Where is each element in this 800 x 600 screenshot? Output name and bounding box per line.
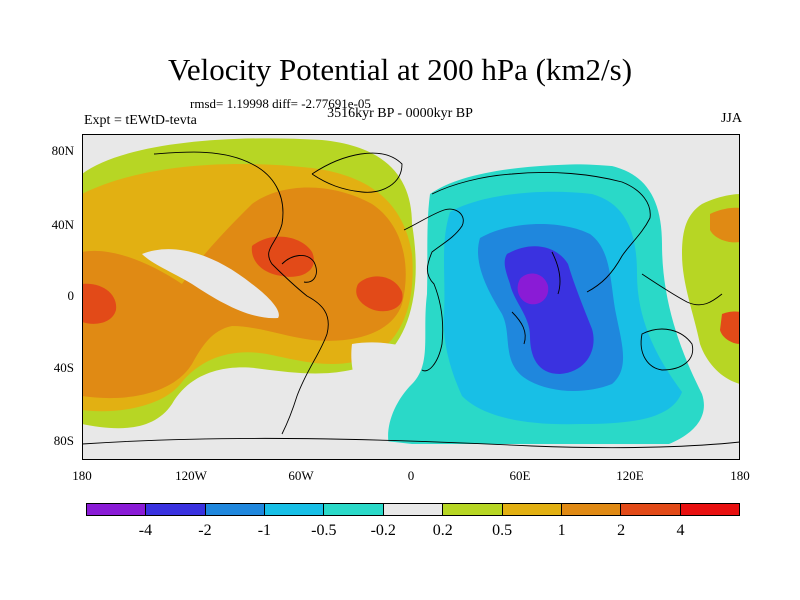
x-tick-label: 120E (616, 468, 644, 483)
color-bar-label: 4 (676, 522, 685, 539)
color-bar-swatch (383, 504, 444, 515)
neutral-arctic (412, 134, 740, 182)
positive-core-pacific (82, 283, 117, 324)
y-tick-label: 80N (51, 143, 74, 158)
color-bar-swatch (146, 504, 206, 515)
color-bar-swatch (502, 504, 562, 515)
color-bar-swatch (265, 504, 325, 515)
experiment-label: Expt = tEWtD-tevta (84, 113, 197, 128)
stats-line: rmsd= 1.19998 diff= -2.77691e-05 (190, 96, 371, 111)
x-tick-label: 60W (288, 468, 314, 483)
color-bar-label: 2 (617, 522, 626, 539)
color-bar-label: -1 (257, 522, 272, 539)
chart-title: Velocity Potential at 200 hPa (km2/s) (167, 52, 633, 87)
positive-region-east-strong (710, 207, 740, 243)
velocity-potential-map (82, 134, 740, 460)
x-tick-label: 0 (407, 468, 415, 483)
season-label: JJA (720, 111, 742, 126)
neutral-band-pacific (142, 249, 279, 319)
coastlines (82, 151, 740, 449)
color-bar-swatch (561, 504, 622, 515)
x-tick-label: 180 (730, 468, 750, 483)
positive-core-america (251, 236, 314, 277)
color-bar-label: -4 (138, 522, 153, 539)
positive-core-atlantic (356, 276, 403, 312)
period-label: 3516kyr BP - 0000kyr BP (327, 106, 473, 121)
color-bar-label: 0.5 (492, 522, 513, 539)
color-bar-swatch (205, 504, 266, 515)
x-tick-label: 180 (72, 468, 92, 483)
color-bar-label: 0.2 (432, 522, 453, 539)
color-bar-label: -2 (198, 522, 212, 539)
negative-core-purple (517, 273, 549, 305)
y-tick-label: 0 (67, 288, 75, 303)
color-bar (86, 503, 740, 516)
color-bar-label: 1 (557, 522, 566, 539)
positive-region-east-core (720, 311, 740, 344)
y-tick-label: 40S (53, 360, 74, 375)
color-bar-swatch (87, 504, 147, 515)
color-bar-label: -0.5 (311, 522, 337, 539)
color-bar-swatch (443, 504, 503, 515)
y-tick-label: 40N (51, 217, 74, 232)
color-bar-swatch (680, 504, 739, 515)
color-bar-swatch (324, 504, 384, 515)
color-bar-label: -0.2 (370, 522, 396, 539)
neutral-band-south-atlantic (351, 342, 432, 396)
x-tick-label: 120W (175, 468, 207, 483)
color-bar-swatch (621, 504, 681, 515)
x-tick-label: 60E (509, 468, 531, 483)
y-tick-label: 80S (53, 433, 74, 448)
